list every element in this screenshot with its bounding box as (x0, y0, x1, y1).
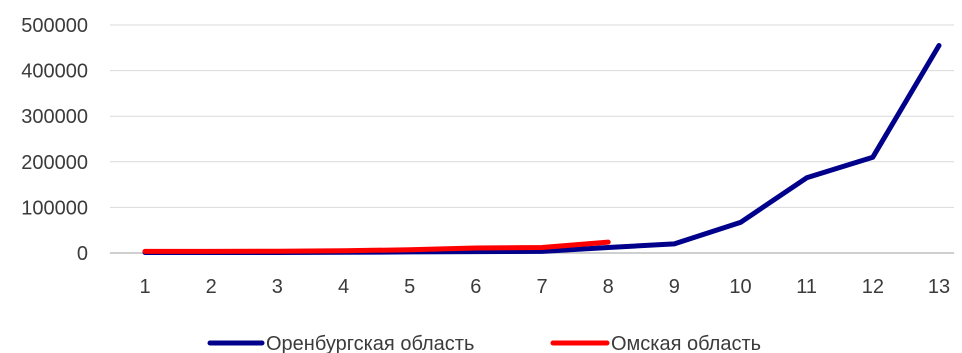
x-tick-label: 13 (928, 276, 950, 298)
series-line (142, 43, 942, 255)
data-point (341, 248, 346, 253)
x-tick-label: 4 (338, 276, 349, 298)
legend-item: Оренбургская область (207, 333, 474, 353)
data-point (870, 155, 875, 160)
data-point (209, 249, 214, 254)
data-point (407, 247, 412, 252)
grid-lines (110, 24, 954, 254)
y-tick-label: 200000 (21, 152, 88, 174)
x-tick-label: 10 (729, 276, 751, 298)
y-axis-ticks: 0 100000 200000 300000 400000 500000 (21, 15, 88, 265)
x-tick-label: 3 (272, 276, 283, 298)
x-tick-label: 2 (206, 276, 217, 298)
legend: Оренбургская область Омская область (207, 333, 761, 353)
data-point (672, 241, 677, 246)
series-line (142, 239, 611, 254)
y-tick-label: 300000 (21, 106, 88, 128)
x-tick-label: 8 (603, 276, 614, 298)
data-point (804, 175, 809, 180)
legend-label: Оренбургская область (266, 333, 474, 353)
data-point (606, 245, 611, 250)
series-lines (142, 43, 942, 255)
legend-item: Омская область (550, 333, 761, 353)
x-tick-label: 1 (139, 276, 150, 298)
x-tick-label: 6 (470, 276, 481, 298)
data-point (275, 249, 280, 254)
x-tick-label: 5 (404, 276, 415, 298)
y-tick-label: 500000 (21, 15, 88, 37)
x-axis-ticks: 1 2 3 4 5 6 7 8 9 10 11 12 13 (139, 276, 950, 298)
y-tick-label: 0 (77, 243, 88, 265)
data-point (606, 240, 611, 245)
y-tick-label: 400000 (21, 61, 88, 83)
data-point (937, 43, 942, 48)
legend-label: Омская область (611, 333, 761, 353)
x-tick-label: 7 (536, 276, 547, 298)
y-tick-label: 100000 (21, 197, 88, 219)
data-point (143, 249, 148, 254)
data-point (540, 245, 545, 250)
data-point (473, 245, 478, 250)
x-tick-label: 12 (862, 276, 884, 298)
data-point (738, 220, 743, 225)
x-tick-label: 9 (669, 276, 680, 298)
x-tick-label: 11 (796, 276, 817, 298)
